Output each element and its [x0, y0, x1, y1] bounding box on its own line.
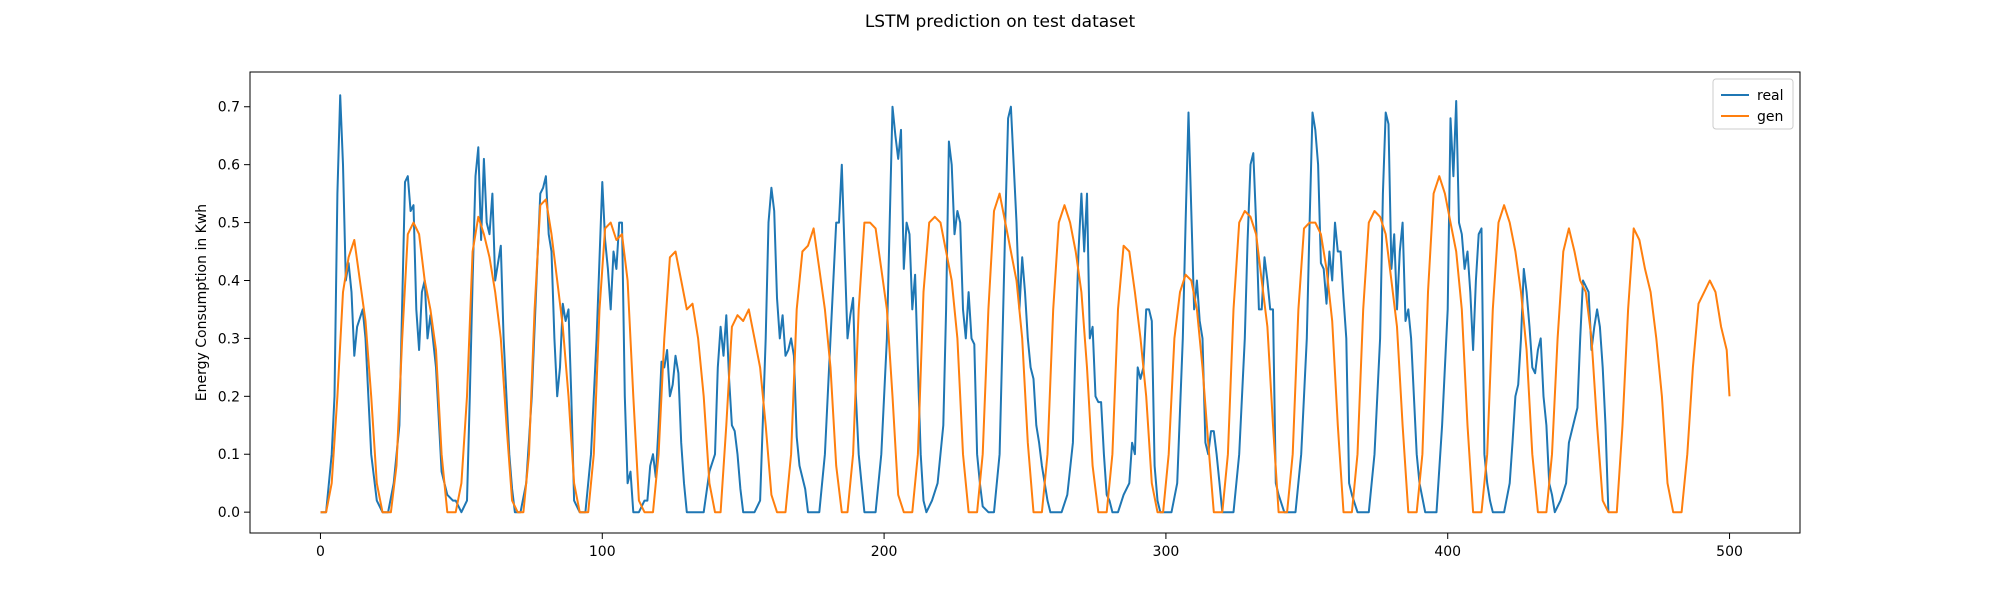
y-tick-label: 0.6 [218, 158, 240, 174]
legend-label-gen: gen [1757, 109, 1783, 125]
y-tick-label: 0.2 [218, 389, 240, 405]
y-tick-label: 0.7 [218, 100, 240, 116]
x-tick-label: 300 [1153, 544, 1180, 560]
plot-area-frame [249, 71, 1801, 534]
x-tick-label: 0 [316, 544, 325, 560]
legend-label-real: real [1757, 88, 1784, 104]
y-tick-label: 0.0 [218, 505, 240, 521]
x-tick-label: 500 [1716, 544, 1743, 560]
x-tick-label: 400 [1434, 544, 1461, 560]
y-tick-label: 0.4 [218, 273, 240, 289]
y-tick-label: 0.1 [218, 447, 240, 463]
x-tick-label: 200 [871, 544, 898, 560]
legend: real gen [1712, 78, 1794, 130]
y-axis: 0.0 0.1 0.2 0.3 0.4 0.5 0.6 0.7 [218, 100, 250, 521]
series-line-real [320, 94, 1610, 514]
chart-title: LSTM prediction on test dataset [865, 12, 1136, 32]
y-axis-label: Energy Consumption in Kwh [194, 204, 210, 401]
x-axis: 0 100 200 300 400 500 [316, 533, 1743, 560]
y-tick-label: 0.3 [218, 331, 240, 347]
x-tick-label: 100 [589, 544, 616, 560]
series-layer [320, 94, 1731, 514]
series-line-gen [320, 175, 1731, 514]
y-tick-label: 0.5 [218, 216, 240, 232]
